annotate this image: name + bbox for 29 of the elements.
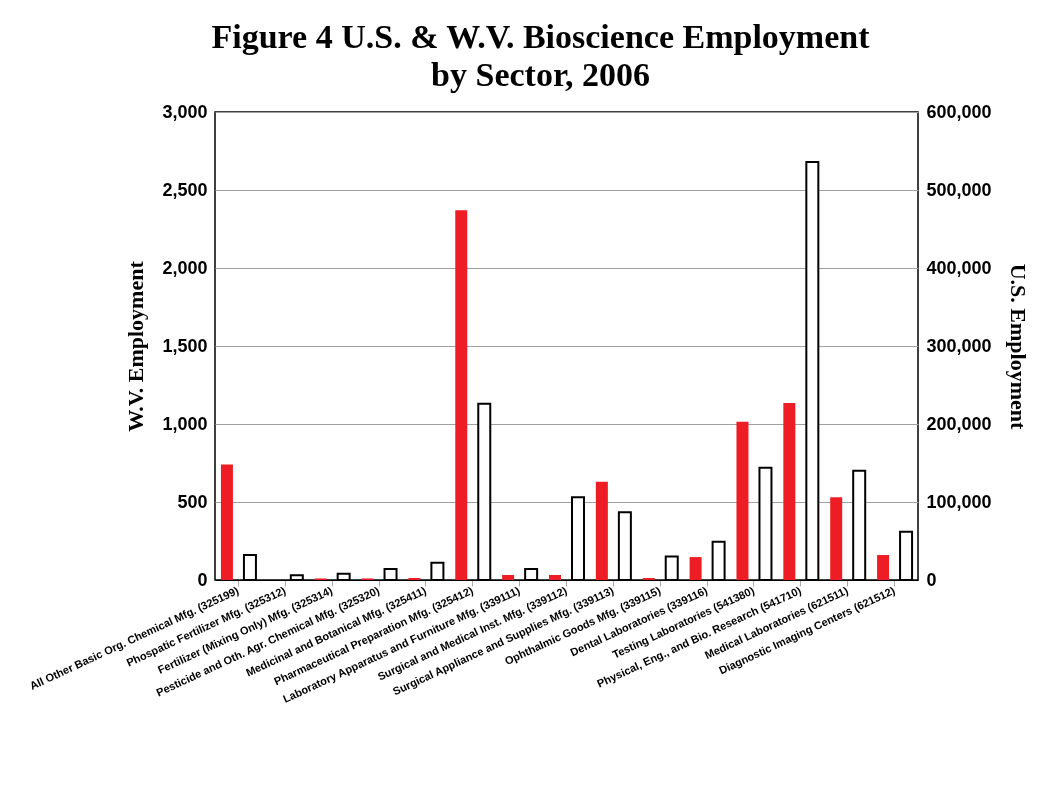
bar xyxy=(830,497,843,580)
y-tick-label: 1,000 xyxy=(162,413,208,434)
y2-tick-label: 100,000 xyxy=(926,491,992,512)
bar xyxy=(595,481,608,580)
bar xyxy=(408,577,421,580)
bar xyxy=(877,555,890,580)
bar xyxy=(502,575,515,580)
y-tick-label: 0 xyxy=(197,569,208,590)
chart-title: Figure 4 U.S. & W.V. Bioscience Employment by Sector, 2006 xyxy=(211,18,871,93)
bar xyxy=(642,577,655,580)
bar xyxy=(549,575,561,580)
y2-axis-title: U.S. Employment xyxy=(1005,263,1031,430)
bar xyxy=(783,402,796,580)
y-tick-label: 3,000 xyxy=(162,101,208,122)
y2-tick-label: 400,000 xyxy=(926,257,992,278)
y2-tick-label: 600,000 xyxy=(926,101,992,122)
bar xyxy=(455,210,468,580)
y2-tick-label: 300,000 xyxy=(926,335,992,356)
y2-tick-label: 200,000 xyxy=(926,413,992,434)
y2-tick-label: 0 xyxy=(926,569,937,590)
y-tick-label: 2,000 xyxy=(162,257,208,278)
y-tick-label: 1,500 xyxy=(162,335,208,356)
bar xyxy=(736,421,749,580)
bar xyxy=(689,557,702,580)
y-tick-label: 2,500 xyxy=(162,179,208,200)
y-tick-label: 500 xyxy=(177,491,208,512)
y-axis-title: W.V. Employment xyxy=(123,260,149,432)
y2-tick-label: 500,000 xyxy=(926,179,992,200)
bar xyxy=(220,464,233,580)
